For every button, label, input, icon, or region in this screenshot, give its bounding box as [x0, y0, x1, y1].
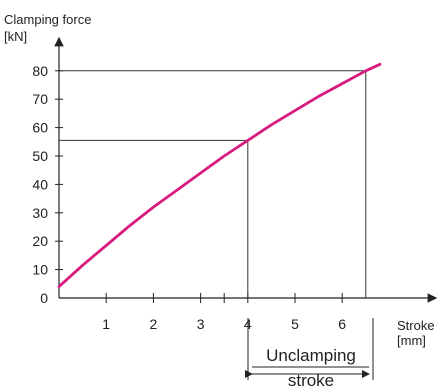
series-group: [57, 62, 382, 289]
y-tick-label: 30: [32, 205, 48, 221]
x-axis-title-line1: Stroke: [397, 318, 435, 333]
y-tick-label: 50: [32, 148, 48, 164]
unclamping-label-line1: Unclamping: [266, 346, 356, 365]
y-tick-label: 0: [40, 290, 48, 306]
x-axis-title-line2: [mm]: [397, 333, 426, 348]
y-tick-label: 10: [32, 262, 48, 278]
x-tick-label: 1: [102, 316, 110, 332]
unclamping-label-line2: stroke: [288, 371, 334, 387]
x-tick-label: 6: [338, 316, 346, 332]
y-tick-label: 80: [32, 63, 48, 79]
reference-lines-group: [59, 70, 367, 298]
x-tick-label: 4: [244, 316, 252, 332]
y-tick-label: 40: [32, 176, 48, 192]
y-tick-label: 60: [32, 120, 48, 136]
x-tick-label: 3: [197, 316, 205, 332]
y-axis-title-line2: [kN]: [4, 29, 27, 44]
clamping-force-curve: [57, 62, 382, 289]
y-tick-label: 70: [32, 91, 48, 107]
x-tick-label: 2: [150, 316, 158, 332]
y-tick-label: 20: [32, 233, 48, 249]
x-tick-label: 5: [291, 316, 299, 332]
y-axis-title-line1: Clamping force: [4, 12, 91, 27]
